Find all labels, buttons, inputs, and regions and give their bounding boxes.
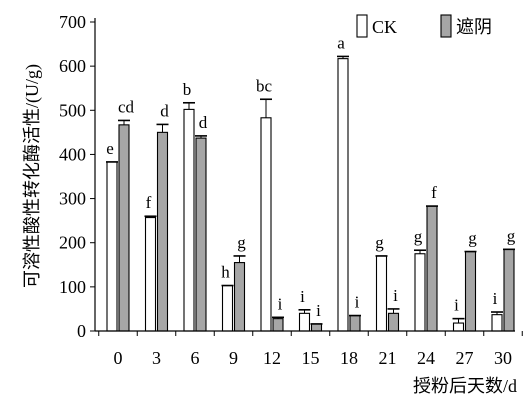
legend-swatch-shade — [440, 14, 452, 38]
bar-ck — [375, 255, 388, 332]
x-axis-title: 授粉后天数/d — [413, 376, 517, 396]
significance-label-shade: cd — [118, 97, 135, 116]
significance-label-ck: i — [493, 289, 498, 308]
y-tick-label: 100 — [59, 277, 86, 297]
significance-label-shade: d — [199, 113, 208, 132]
significance-label-ck: g — [375, 233, 384, 252]
x-tick-label: 24 — [417, 348, 435, 368]
bar-shade — [156, 131, 169, 332]
significance-label-ck: a — [337, 33, 345, 52]
bar-shade — [233, 262, 246, 332]
x-tick-label: 15 — [302, 348, 320, 368]
significance-label-shade: f — [431, 183, 437, 202]
x-tick-label: 12 — [263, 348, 281, 368]
bar-ck — [298, 312, 311, 332]
significance-label-shade: i — [278, 294, 283, 313]
bar-shade — [503, 248, 515, 332]
y-tick-label: 700 — [59, 12, 86, 32]
legend: CK 遮阴 — [356, 14, 492, 38]
significance-label-ck: h — [221, 263, 230, 282]
x-tick-label: 30 — [494, 348, 512, 368]
legend-swatch-ck — [356, 14, 368, 38]
bar-shade — [272, 318, 284, 332]
significance-label-ck: f — [146, 193, 152, 212]
x-tick-label: 6 — [191, 348, 200, 368]
bar-shade — [387, 312, 400, 332]
y-tick-label: 200 — [59, 233, 86, 253]
y-ticks-group: 0 100 200 300 400 500 600 700 — [59, 12, 95, 341]
y-tick-label: 500 — [59, 100, 86, 120]
y-tick-label: 0 — [77, 321, 86, 341]
bar-ck — [221, 284, 234, 332]
legend-label-ck: CK — [372, 17, 397, 37]
y-tick-label: 600 — [59, 56, 86, 76]
significance-label-shade: i — [393, 286, 398, 305]
significance-label-shade: i — [355, 293, 360, 312]
significance-label-shade: g — [507, 226, 516, 245]
bar-ck — [106, 161, 118, 332]
significance-label-shade: d — [160, 101, 169, 120]
x-tick-label: 0 — [114, 348, 123, 368]
significance-label-shade: g — [237, 233, 246, 252]
x-tick-label: 9 — [229, 348, 238, 368]
significance-label-shade: i — [316, 301, 321, 320]
bars-group — [106, 58, 515, 332]
bar-ck — [452, 322, 465, 332]
error-bars-group — [106, 55, 515, 325]
bar-shade — [195, 137, 207, 332]
x-ticks-group: 0 3 6 9 12 15 18 21 24 27 30 — [98, 331, 523, 368]
x-tick-label: 27 — [456, 348, 474, 368]
legend-label-shade: 遮阴 — [456, 17, 492, 37]
significance-label-ck: g — [414, 227, 423, 246]
significance-label-ck: e — [106, 139, 114, 158]
x-tick-label: 21 — [379, 348, 397, 368]
significance-label-shade: g — [468, 229, 477, 248]
x-tick-label: 18 — [340, 348, 358, 368]
bar-shade — [349, 314, 361, 332]
bar-ck — [144, 217, 157, 332]
significance-label-ck: b — [183, 80, 192, 99]
bar-ck — [491, 314, 503, 332]
bar-ck — [260, 117, 272, 332]
significance-label-ck: bc — [256, 76, 273, 95]
y-axis-title: 可溶性酸性转化酶活性/(U/g) — [22, 64, 43, 288]
significance-label-ck: i — [300, 287, 305, 306]
bar-shade — [310, 323, 323, 332]
significance-label-ck: i — [454, 296, 459, 315]
y-tick-label: 300 — [59, 189, 86, 209]
bar-ck — [183, 108, 195, 332]
x-tick-label: 3 — [152, 348, 161, 368]
y-tick-label: 400 — [59, 144, 86, 164]
bar-shade — [426, 205, 438, 332]
bar-shade — [464, 250, 477, 332]
bar-ck — [414, 253, 426, 332]
bar-ck — [337, 58, 349, 332]
bar-shade — [118, 124, 130, 332]
